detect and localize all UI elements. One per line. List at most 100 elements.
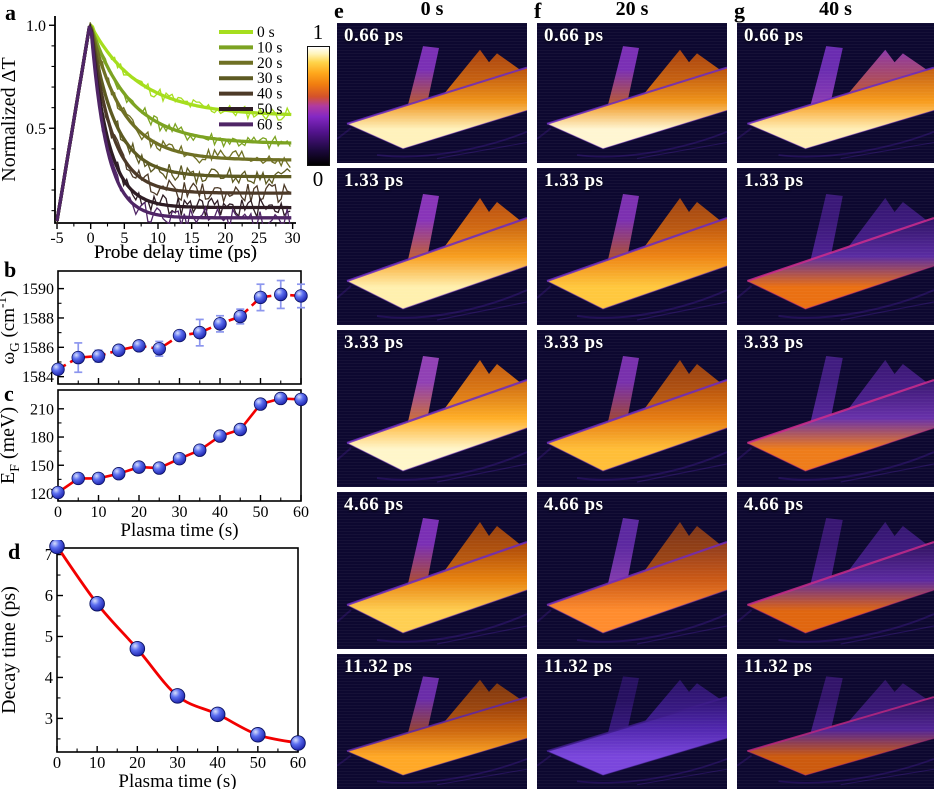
panel-d-chart: 0 10 20 30 40 50 60 3 4 5 6 7 Plasma time (s) Decay t… [0,540,306,789]
time-label: 4.66 ps [544,494,604,515]
time-label: 11.32 ps [744,656,813,677]
svg-text:15: 15 [184,230,200,247]
svg-text:10 s: 10 s [257,39,282,56]
svg-text:10: 10 [89,753,106,772]
micrograph-column-e: e 0 s 0.66 ps 1.33 ps 3.33 ps 4.66 ps 11.32 … [334,0,527,789]
svg-text:10: 10 [91,504,107,521]
column-title-0s: 0 s [420,0,444,20]
time-label: 0.66 ps [744,25,804,46]
time-label: 4.66 ps [744,494,804,515]
svg-text:50 s: 50 s [257,101,282,118]
micrograph-tile-f-0: 0.66 ps [537,23,727,163]
svg-text:210: 210 [30,401,54,418]
panel-label-a: a [5,0,16,25]
svg-text:0 s: 0 s [257,24,275,41]
time-label: 11.32 ps [344,656,413,677]
svg-text:50: 50 [253,504,269,521]
micrograph-tile-f-1: 1.33 ps [537,168,727,325]
column-header-f: f 20 s [534,0,727,23]
time-label: 4.66 ps [344,494,404,515]
svg-text:Decay time (ps): Decay time (ps) [0,586,20,714]
svg-text:40: 40 [212,504,228,521]
svg-text:60 s: 60 s [257,116,282,133]
time-label: 3.33 ps [544,332,604,353]
svg-text:150: 150 [30,458,54,475]
micrograph-column-f: f 20 s 0.66 ps 1.33 ps 3.33 ps 4.66 ps 11.32… [534,0,727,789]
micrograph-tile-f-2: 3.33 ps [537,330,727,487]
column-title-40s: 40 s [819,0,852,20]
micrograph-tile-g-0: 0.66 ps [737,23,934,163]
time-label: 3.33 ps [744,332,804,353]
svg-text:Probe delay time (ps): Probe delay time (ps) [94,242,257,263]
panel-a-chart: -5 0 5 10 15 20 25 30 0.5 1.0 Probe delay time (ps… [0,16,301,263]
svg-text:0.5: 0.5 [26,121,46,138]
svg-text:25: 25 [251,230,267,247]
column-header-e: e 0 s [334,0,527,23]
time-label: 0.66 ps [544,25,604,46]
time-label: 1.33 ps [344,170,404,191]
svg-text:6: 6 [45,586,53,605]
time-label: 3.33 ps [344,332,404,353]
svg-text:3: 3 [45,709,53,728]
column-title-20s: 20 s [615,0,649,20]
time-label: 1.33 ps [544,170,604,191]
svg-text:1590: 1590 [22,281,54,298]
panel-label-d: d [8,539,21,564]
micrograph-tile-e-1: 1.33 ps [337,168,527,325]
svg-text:50: 50 [250,753,267,772]
svg-text:1588: 1588 [22,310,54,327]
panel-c-chart: 0 10 20 30 40 50 60 120 150 180 210 Plasma time (s)… [0,389,309,540]
tile-stack-e: 0.66 ps 1.33 ps 3.33 ps 4.66 ps 11.32 ps [337,23,527,789]
svg-text:30: 30 [169,753,186,772]
panel-label-g: g [734,0,745,23]
micrograph-tile-g-3: 4.66 ps [737,492,934,649]
svg-text:Plasma time (s): Plasma time (s) [118,771,236,789]
svg-text:Plasma time (s): Plasma time (s) [120,520,238,540]
svg-text:7: 7 [45,545,53,564]
svg-text:180: 180 [30,430,54,447]
svg-text:30 s: 30 s [257,70,282,87]
svg-text:5: 5 [120,230,128,247]
panel-label-f: f [534,0,542,23]
svg-text:0: 0 [87,230,95,247]
svg-text:Probe delay time (ps): Probe delay time (ps) [94,242,257,263]
svg-text:5: 5 [45,627,53,646]
micrograph-tile-g-4: 11.32 ps [737,654,934,789]
svg-text:1.0: 1.0 [26,18,46,35]
micrograph-tile-f-3: 4.66 ps [537,492,727,649]
svg-text:30: 30 [285,230,301,247]
colorbar [306,46,330,166]
svg-text:20 s: 20 s [257,55,282,72]
column-header-g: g 40 s [734,0,934,23]
svg-text:40 s: 40 s [257,86,282,103]
panel-label-e: e [334,0,344,23]
micrograph-tile-e-4: 11.32 ps [337,654,527,789]
svg-text:0: 0 [53,753,61,772]
panel-label-c: c [4,381,14,406]
svg-text:ωG (cm-1): ωG (cm-1) [0,291,22,365]
time-label: 11.32 ps [544,656,613,677]
svg-text:20: 20 [131,504,147,521]
micrograph-tile-e-2: 3.33 ps [337,330,527,487]
svg-text:20: 20 [217,230,233,247]
colorbar-max-label: 1 [312,20,324,44]
svg-text:4: 4 [45,668,53,687]
svg-text:1584: 1584 [22,369,54,385]
svg-text:120: 120 [30,486,54,503]
svg-text:-5: -5 [50,230,63,247]
micrograph-tile-g-1: 1.33 ps [737,168,934,325]
svg-text:1586: 1586 [22,340,54,357]
tile-stack-g: 0.66 ps 1.33 ps 3.33 ps 4.66 ps 11.32 ps [737,23,934,789]
svg-text:40: 40 [209,753,226,772]
micrograph-tile-e-0: 0.66 ps [337,23,527,163]
tile-stack-f: 0.66 ps 1.33 ps 3.33 ps 4.66 ps 11.32 ps [537,23,727,789]
micrograph-tile-f-4: 11.32 ps [537,654,727,789]
colorbar-min-label: 0 [312,167,324,191]
time-label: 1.33 ps [744,170,804,191]
svg-text:60: 60 [293,504,309,521]
svg-text:EF (meV): EF (meV) [0,407,23,484]
time-label: 0.66 ps [344,25,404,46]
micrograph-column-g: g 40 s 0.66 ps 1.33 ps 3.33 ps 4.66 ps 11.32… [734,0,934,789]
